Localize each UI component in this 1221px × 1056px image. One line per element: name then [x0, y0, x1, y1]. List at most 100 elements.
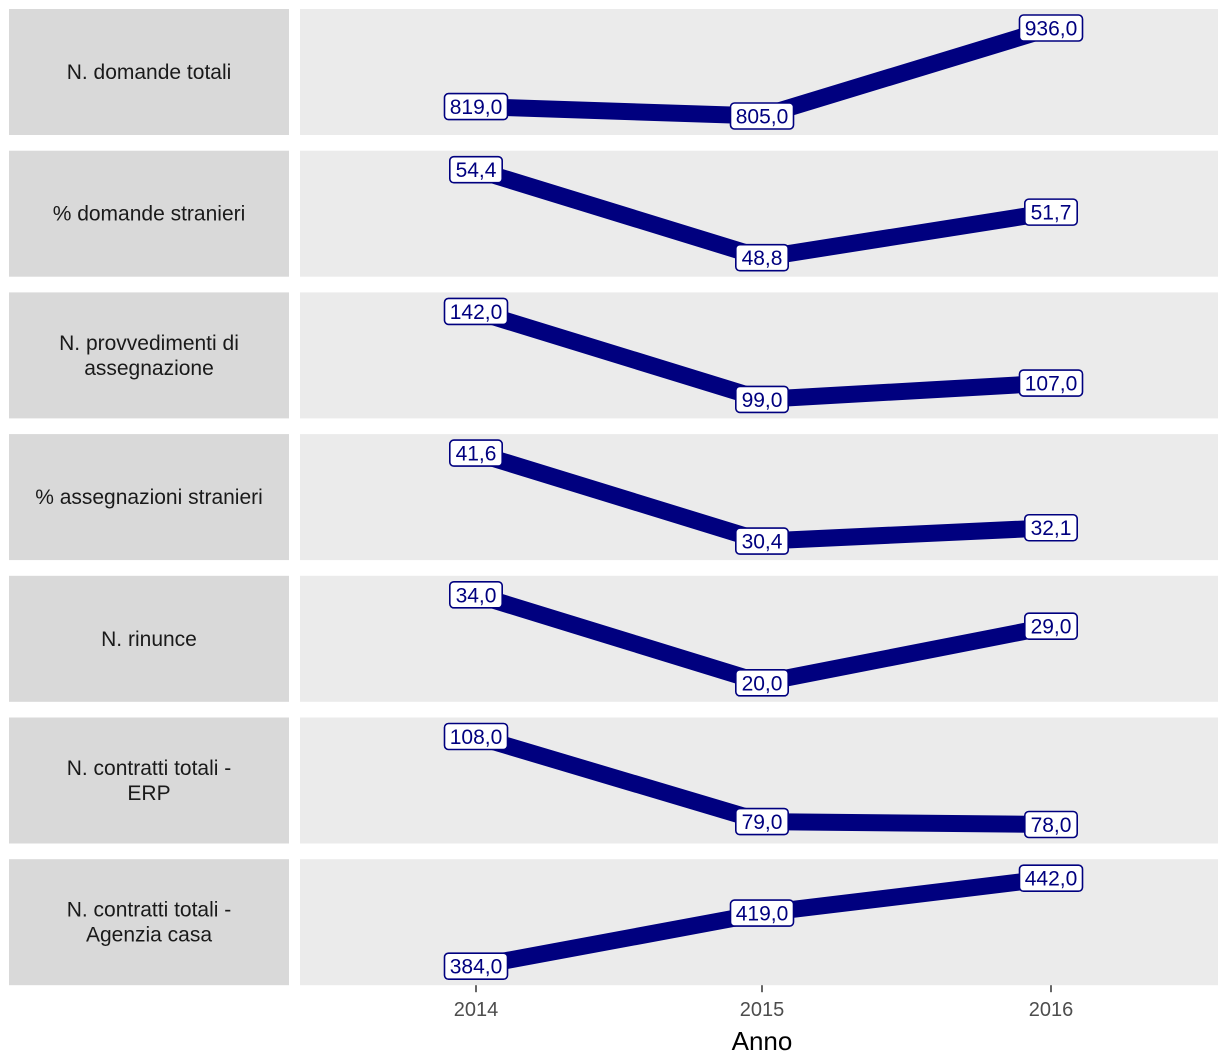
data-label: 78,0 [1024, 810, 1079, 839]
data-label: 54,4 [448, 155, 503, 184]
facet-strip [9, 150, 289, 277]
data-label-text: 41,6 [456, 443, 497, 466]
facet-label: N. rinunce [101, 628, 197, 651]
facet-panel: % assegnazioni stranieri 41,6 30,4 32,1 [9, 434, 1218, 561]
data-label-text: 78,0 [1031, 814, 1072, 837]
data-label: 79,0 [734, 807, 789, 836]
data-label-box [729, 102, 795, 130]
data-label-box [448, 439, 503, 467]
data-label: 108,0 [443, 722, 509, 751]
facet-strip [9, 717, 289, 844]
x-axis: 2014 2015 2016 [454, 985, 1074, 1021]
data-label-text: 819,0 [450, 96, 503, 119]
data-label-box [448, 155, 503, 184]
facet-strip [9, 859, 289, 986]
x-tick-label: 2014 [454, 999, 499, 1021]
facet-label: Agenzia casa [86, 924, 212, 947]
data-label-text: 54,4 [456, 159, 497, 182]
series-line-segment [761, 813, 1052, 833]
data-label-box [734, 668, 789, 697]
data-label-text: 936,0 [1025, 18, 1078, 41]
data-label-box [443, 722, 509, 751]
data-label-box [734, 385, 789, 414]
facet-strip [9, 575, 289, 702]
data-label: 32,1 [1024, 513, 1079, 542]
data-label-box [448, 580, 503, 609]
x-tick-label: 2016 [1029, 999, 1074, 1021]
data-label-text: 48,8 [742, 247, 783, 270]
data-label-text: 99,0 [742, 389, 783, 412]
facet-panel: N. rinunce 34,0 20,0 29,0 [9, 575, 1218, 702]
data-label: 51,7 [1024, 198, 1079, 226]
data-label-text: 419,0 [736, 903, 789, 926]
facet-strip [9, 9, 289, 135]
data-label-text: 142,0 [450, 301, 503, 324]
data-label-text: 384,0 [450, 956, 503, 979]
data-label-text: 30,4 [742, 531, 783, 554]
data-label: 805,0 [729, 102, 795, 130]
data-label-box [1018, 369, 1084, 397]
data-label-box [734, 527, 789, 555]
series-line-segment [473, 444, 765, 550]
data-label-box [443, 92, 509, 121]
facet-label: assegnazione [84, 357, 214, 380]
facet-label: N. provvedimenti di [59, 332, 239, 355]
data-label-text: 20,0 [742, 672, 783, 695]
x-tick-label: 2015 [740, 999, 785, 1021]
series-line-segment [760, 203, 1053, 267]
series-line-segment [759, 19, 1054, 125]
data-label: 41,6 [448, 439, 503, 467]
data-label: 107,0 [1018, 369, 1084, 397]
series-line-segment [473, 303, 765, 408]
data-label-text: 79,0 [742, 811, 783, 834]
data-label: 819,0 [443, 92, 509, 121]
data-label: 384,0 [443, 952, 509, 981]
series-line-segment [761, 519, 1052, 550]
data-label: 142,0 [443, 297, 509, 326]
series-line-segment [473, 728, 765, 830]
data-label: 30,4 [734, 527, 789, 555]
data-label-text: 108,0 [450, 726, 503, 749]
data-label-box [734, 807, 789, 836]
data-label: 20,0 [734, 668, 789, 697]
data-label-box [734, 243, 789, 272]
series-line-segment [473, 161, 765, 266]
facet-label: N. contratti totali - [67, 757, 232, 780]
facet-label: N. contratti totali - [67, 899, 232, 922]
data-label-box [1024, 810, 1079, 839]
data-label-text: 442,0 [1025, 868, 1078, 891]
series-line-segment [475, 98, 763, 125]
data-label: 99,0 [734, 385, 789, 414]
facet-label: N. domande totali [67, 61, 232, 84]
data-label-box [1024, 513, 1079, 542]
series-line-segment [761, 374, 1052, 408]
data-label: 29,0 [1024, 612, 1079, 641]
data-label-box [443, 952, 509, 981]
data-label-box [1018, 864, 1084, 893]
facet-label: ERP [127, 782, 170, 805]
facet-panel: N. contratti totali -Agenzia casa 384,0 41… [9, 859, 1218, 986]
data-label-box [1018, 14, 1084, 42]
x-axis-title: Anno [732, 1026, 793, 1056]
data-label: 48,8 [734, 243, 789, 272]
facet-strip [9, 434, 289, 561]
data-label-box [729, 899, 795, 927]
facet-label: % domande stranieri [53, 203, 246, 226]
data-label-box [443, 297, 509, 326]
series-line-segment [760, 869, 1053, 922]
data-label: 419,0 [729, 899, 795, 927]
facet-label: % assegnazioni stranieri [35, 486, 263, 509]
data-label-text: 29,0 [1031, 616, 1072, 639]
facet-panel: % domande stranieri 54,4 48,8 51,7 [9, 150, 1218, 277]
series-line-segment [760, 617, 1053, 692]
data-label: 34,0 [448, 580, 503, 609]
facet-panel: N. contratti totali -ERP 108,0 79,0 78,0 [9, 717, 1218, 844]
facet-panel: N. domande totali 819,0 805,0 936,0 [9, 9, 1218, 135]
data-label-text: 32,1 [1031, 517, 1072, 540]
data-label-text: 107,0 [1025, 373, 1078, 396]
facet-strip [9, 292, 289, 419]
data-label: 442,0 [1018, 864, 1084, 893]
data-label-text: 34,0 [456, 584, 497, 607]
